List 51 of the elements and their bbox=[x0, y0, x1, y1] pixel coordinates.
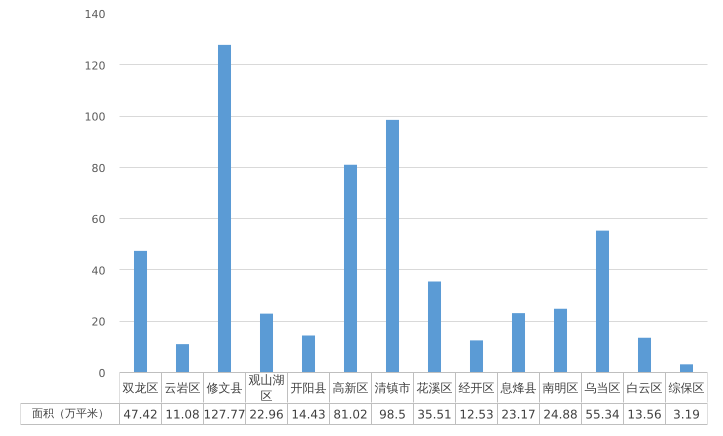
data-label: 22.96 bbox=[249, 408, 284, 422]
bar bbox=[218, 44, 232, 372]
x-tick-label: 修文县 bbox=[206, 381, 242, 395]
data-label: 14.43 bbox=[291, 408, 326, 422]
y-tick-label: 60 bbox=[92, 213, 106, 226]
bar bbox=[344, 164, 358, 372]
bar bbox=[596, 230, 610, 372]
data-label: 11.08 bbox=[165, 408, 200, 422]
data-label: 55.34 bbox=[585, 408, 620, 422]
bar bbox=[134, 250, 148, 372]
y-tick-label: 120 bbox=[84, 59, 106, 72]
x-tick-label: 开阳县 bbox=[290, 381, 326, 395]
bar bbox=[302, 335, 316, 372]
data-label: 23.17 bbox=[501, 408, 536, 422]
data-label: 13.56 bbox=[627, 408, 662, 422]
data-label: 35.51 bbox=[417, 408, 452, 422]
bar bbox=[386, 120, 400, 372]
data-label: 24.88 bbox=[543, 408, 578, 422]
y-tick-label: 80 bbox=[92, 162, 106, 175]
bar bbox=[512, 313, 526, 372]
x-tick-label: 云岩区 bbox=[164, 381, 200, 395]
bar bbox=[554, 308, 568, 372]
data-label: 12.53 bbox=[459, 408, 494, 422]
x-tick-label: 双龙区 bbox=[122, 381, 158, 395]
y-tick-label: 0 bbox=[98, 367, 106, 380]
bar bbox=[470, 340, 484, 372]
bar bbox=[638, 338, 652, 372]
data-label: 98.5 bbox=[379, 408, 406, 422]
bar bbox=[428, 281, 442, 372]
bar bbox=[176, 344, 190, 372]
data-label: 47.42 bbox=[123, 408, 158, 422]
y-tick-label: 20 bbox=[92, 316, 106, 329]
x-tick-label: 白云区 bbox=[626, 381, 662, 395]
y-tick-label: 100 bbox=[84, 110, 106, 124]
y-tick-label: 40 bbox=[92, 264, 106, 278]
x-tick-label: 乌当区 bbox=[584, 381, 620, 395]
x-tick-label: 经开区 bbox=[458, 381, 494, 395]
x-tick-label: 南明区 bbox=[542, 381, 578, 395]
x-tick-label: 综保区 bbox=[668, 381, 704, 395]
bar bbox=[680, 364, 694, 372]
x-tick-label: 息烽县 bbox=[500, 381, 536, 395]
data-label: 3.19 bbox=[673, 408, 700, 422]
x-tick-label: 高新区 bbox=[332, 381, 368, 395]
data-label: 81.02 bbox=[333, 408, 368, 422]
text: 面积（万平米） bbox=[32, 406, 109, 421]
y-tick-label: 140 bbox=[84, 8, 106, 21]
data-label: 127.77 bbox=[204, 408, 246, 422]
x-tick-label: 花溪区 bbox=[416, 381, 452, 395]
x-tick-label: 清镇市 bbox=[374, 381, 410, 395]
x-tick-label: 观山湖区 bbox=[248, 372, 284, 404]
bar bbox=[260, 314, 274, 372]
